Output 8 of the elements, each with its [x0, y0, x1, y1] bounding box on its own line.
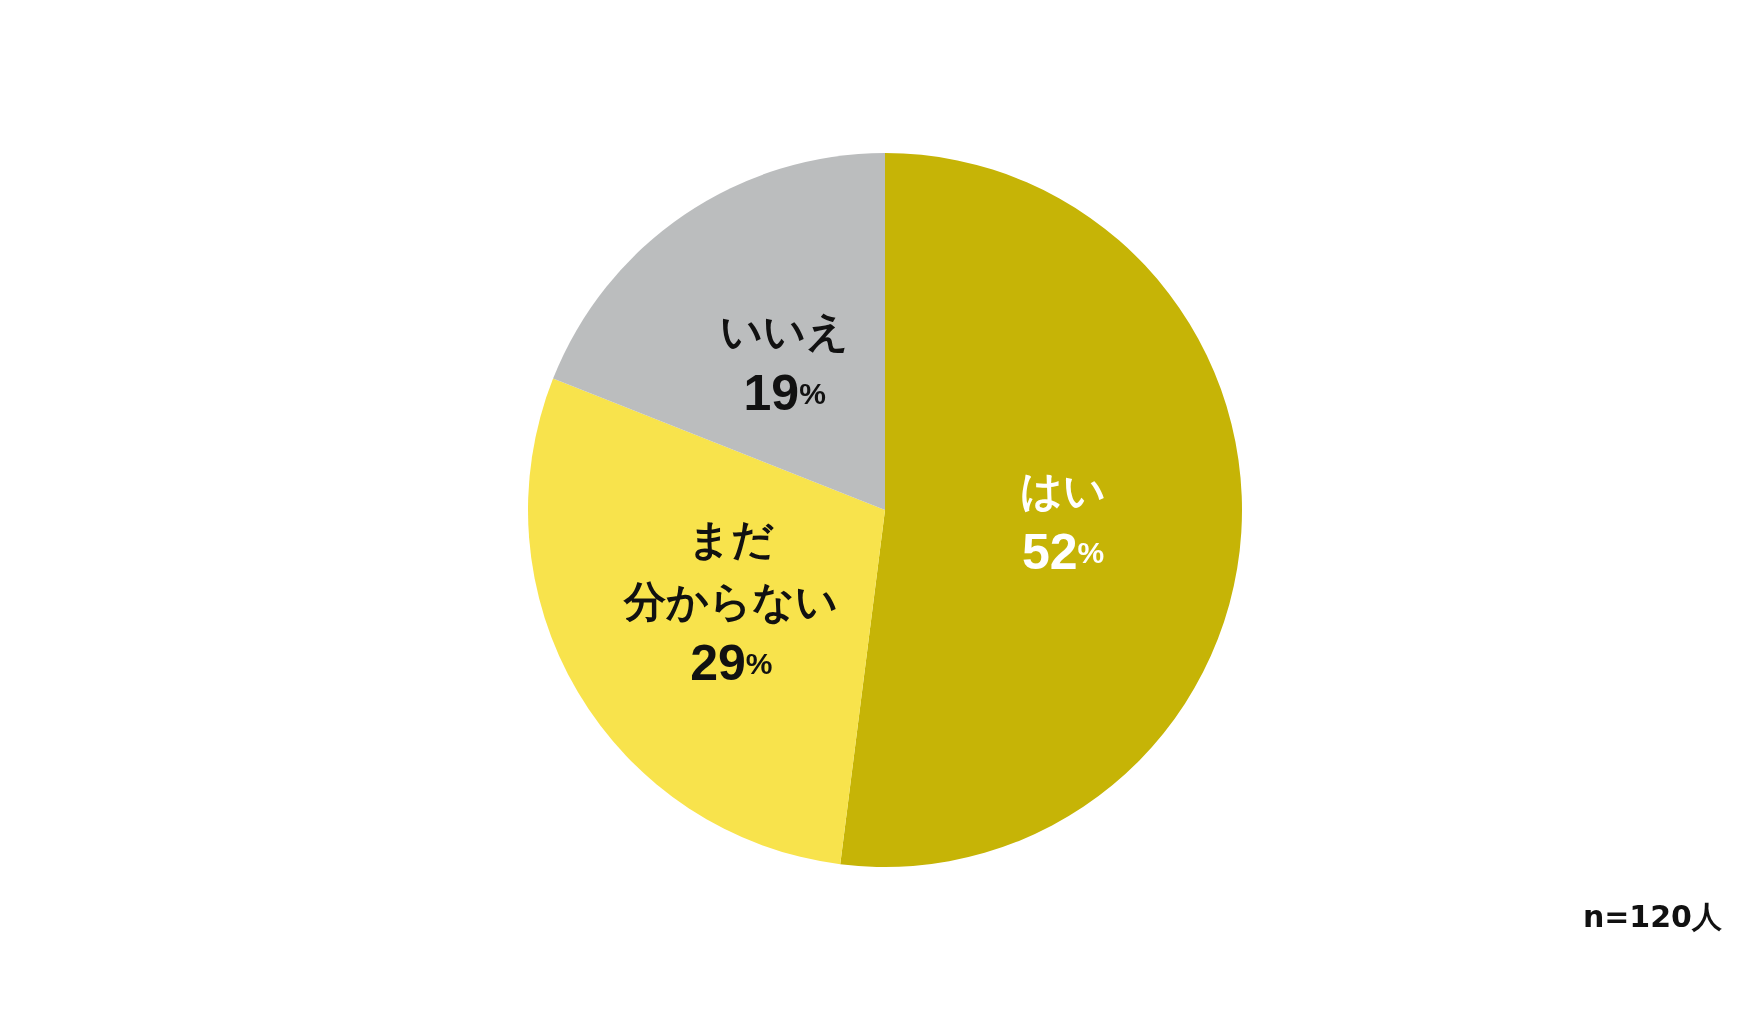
data-label: 19%	[743, 365, 826, 422]
slice-label: まだ分からない	[623, 514, 839, 626]
data-label: 29%	[690, 634, 773, 691]
pie-slice	[553, 153, 885, 510]
slice-label: いいえ	[720, 306, 850, 356]
slice-label: はい	[1020, 465, 1107, 515]
data-label: 52%	[1021, 524, 1105, 581]
text: n=120人	[1582, 898, 1722, 936]
